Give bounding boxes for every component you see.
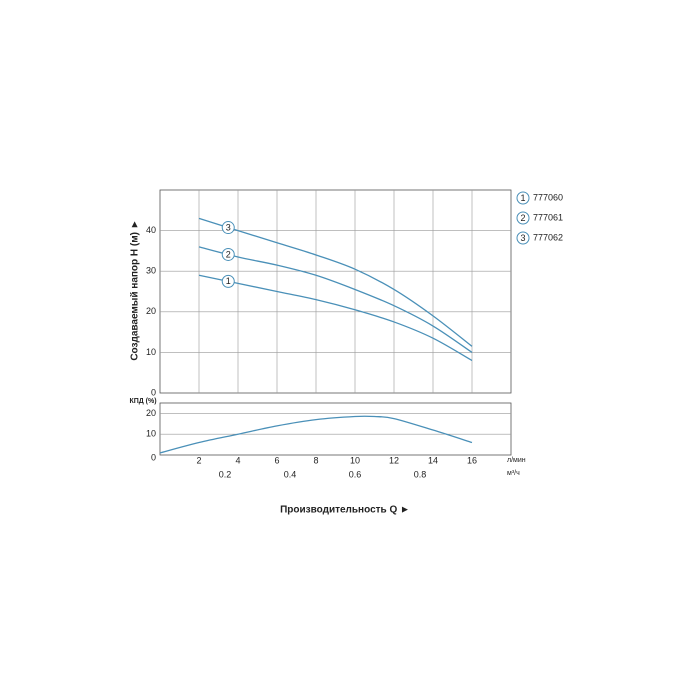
legend-label: 777062 [533, 232, 563, 242]
y-tick-label: 10 [146, 347, 156, 357]
curve-marker [221, 274, 235, 288]
plot-frame [159, 402, 512, 456]
x-tick-label: 6 [274, 455, 279, 465]
x-tick-label: 12 [389, 455, 399, 465]
y-tick-label: 0 [151, 387, 156, 397]
y-tick-label: 20 [146, 306, 156, 316]
x2-tick-label: 0.2 [219, 469, 232, 479]
x2-unit: м³/ч [507, 470, 520, 477]
curve-marker-label: 3 [226, 222, 231, 232]
y-tick-label: 40 [146, 225, 156, 235]
curve-marker-label: 2 [226, 249, 231, 259]
line [198, 274, 473, 362]
legend-marker-label: 3 [520, 233, 525, 243]
x2-tick-label: 0.4 [284, 469, 297, 479]
x2-tick-label: 0.6 [349, 469, 362, 479]
legend-marker-label: 2 [520, 213, 525, 223]
legend-marker [516, 191, 530, 205]
y-tick-label: 30 [146, 266, 156, 276]
x-axis-label: Производительность Q ► [280, 505, 410, 516]
x-tick-label: 8 [313, 455, 318, 465]
x-tick-label: 10 [350, 455, 360, 465]
x-tick-label: 14 [428, 455, 438, 465]
line [198, 217, 473, 347]
y-axis-label: Создаваемый напор H (м) ► [130, 219, 141, 360]
x2-tick-label: 0.8 [414, 469, 427, 479]
legend-label: 777060 [533, 192, 563, 202]
curve-marker [221, 221, 235, 235]
line [198, 246, 473, 353]
legend-marker-label: 1 [520, 193, 525, 203]
x-tick-label: 4 [235, 455, 240, 465]
line [159, 415, 473, 454]
legend-marker [516, 211, 530, 225]
plot-frame [159, 189, 512, 394]
y-tick-label: 20 [146, 408, 156, 418]
legend-label: 777061 [533, 212, 563, 222]
y-tick-label: 10 [146, 429, 156, 439]
x-tick-label: 16 [467, 455, 477, 465]
y-tick-label: 0 [151, 452, 156, 462]
y-axis-label: КПД (%) [129, 398, 156, 405]
x-unit: л/мин [507, 457, 526, 464]
curve-marker [221, 247, 235, 261]
legend-marker [516, 231, 530, 245]
curve-marker-label: 1 [226, 276, 231, 286]
x-tick-label: 2 [196, 455, 201, 465]
